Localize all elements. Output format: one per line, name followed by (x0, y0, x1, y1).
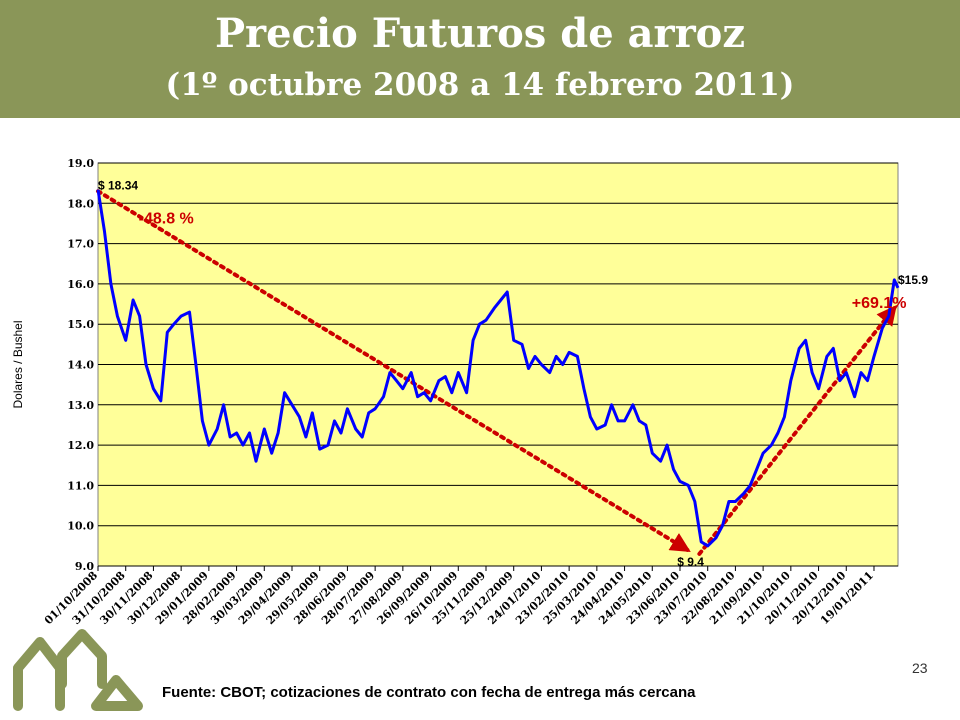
y-tick-label: 14.0 (67, 359, 94, 372)
page-subtitle: (1º octubre 2008 a 14 febrero 2011) (165, 67, 795, 103)
page-title: Precio Futuros de arroz (214, 10, 746, 57)
annotation-label: +69.1% (852, 295, 907, 312)
trend-arrow (697, 304, 897, 556)
annotation-label: -48.8 % (139, 210, 194, 227)
annotation-label: $15.9 (898, 273, 928, 287)
title-band: Precio Futuros de arroz (1º octubre 2008… (0, 0, 960, 118)
y-tick-label: 9.0 (75, 560, 94, 573)
y-tick-label: 18.0 (67, 197, 94, 210)
source-note: Fuente: CBOT; cotizaciones de contrato c… (162, 684, 696, 701)
page-number: 23 (912, 660, 928, 676)
logo-icon (13, 629, 143, 711)
y-tick-label: 13.0 (67, 399, 94, 412)
y-tick-label: 17.0 (67, 238, 94, 251)
y-tick-label: 12.0 (67, 439, 94, 452)
y-axis-label: Dolares / Bushel (11, 320, 25, 408)
y-tick-label: 19.0 (67, 157, 94, 170)
price-line-chart: 9.0 10.0 11.0 12.0 13.0 14.0 15.0 16.0 17.0 18.0 1… (11, 157, 928, 627)
annotation-label: $ 9.4 (677, 555, 704, 569)
annotation-label: $ 18.34 (98, 179, 138, 193)
y-tick-label: 16.0 (67, 278, 94, 291)
series-line (96, 189, 900, 548)
y-tick-label: 15.0 (67, 318, 94, 331)
y-tick-label: 11.0 (67, 479, 94, 492)
trend-arrow (96, 189, 691, 552)
y-tick-label: 10.0 (67, 520, 94, 533)
